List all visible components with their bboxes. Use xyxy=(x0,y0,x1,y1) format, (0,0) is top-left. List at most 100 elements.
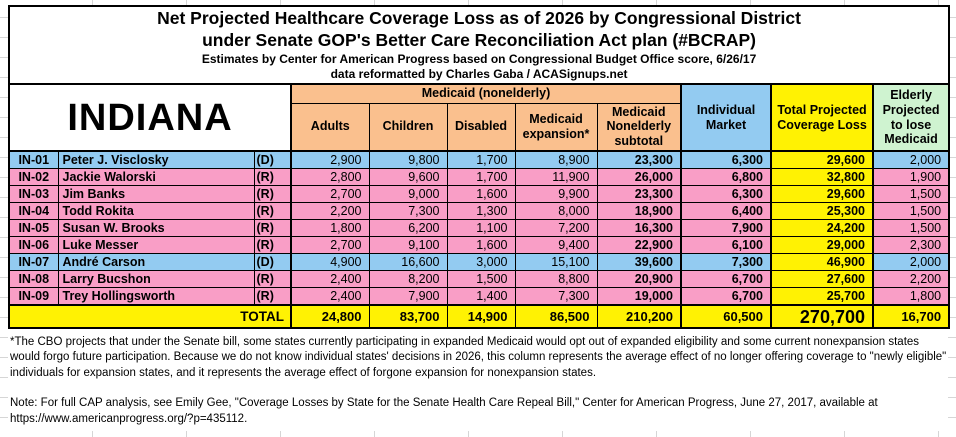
total-disabled-cell: 14,900 xyxy=(446,304,516,329)
title-row: Net Projected Healthcare Coverage Loss a… xyxy=(7,5,951,85)
subtotal-cell: 20,900 xyxy=(596,270,682,288)
adults-cell: 2,400 xyxy=(290,287,370,306)
disabled-cell: 3,000 xyxy=(446,253,516,271)
children-cell: 6,200 xyxy=(368,219,448,237)
individual-market-cell: 6,800 xyxy=(680,168,772,186)
district-rows: IN-01 Peter J. Visclosky (D) 2,900 9,800 1,70… xyxy=(8,150,950,329)
individual-market-header: Individual Market xyxy=(680,83,772,152)
adults-cell: 2,700 xyxy=(290,236,370,254)
party-cell: (R) xyxy=(253,202,292,220)
header-group-row: INDIANA Medicaid (nonelderly) Individual… xyxy=(8,83,950,152)
elderly-cell: 2,200 xyxy=(871,270,950,288)
name-cell: Jim Banks xyxy=(57,185,255,203)
title-block: Net Projected Healthcare Coverage Loss a… xyxy=(7,5,951,85)
individual-market-cell: 7,900 xyxy=(680,219,772,237)
total-loss-cell: 27,600 xyxy=(770,270,874,288)
adults-cell: 2,800 xyxy=(290,168,370,186)
total-loss-cell: 29,600 xyxy=(770,150,874,169)
party-cell: (R) xyxy=(253,185,292,203)
disabled-cell: 1,600 xyxy=(446,236,516,254)
subtotal-cell: 23,300 xyxy=(596,150,682,169)
district-cell: IN-02 xyxy=(8,168,59,186)
adults-cell: 2,200 xyxy=(290,202,370,220)
children-cell: 8,200 xyxy=(368,270,448,288)
adults-cell: 1,800 xyxy=(290,219,370,237)
expansion-cell: 9,400 xyxy=(514,236,598,254)
party-cell: (R) xyxy=(253,168,292,186)
header-sub-row: Adults Children Disabled Medicaid expans… xyxy=(9,102,949,152)
subtitle-line-1: Estimates by Center for American Progres… xyxy=(201,51,757,66)
sheet-area: Net Projected Healthcare Coverage Loss a… xyxy=(7,5,951,431)
total-loss-cell: 24,200 xyxy=(770,219,874,237)
expansion-header: Medicaid expansion* xyxy=(514,102,598,152)
total-loss-cell: 32,800 xyxy=(770,168,874,186)
elderly-cell: 1,800 xyxy=(871,287,950,306)
subtotal-header: Medicaid Nonelderly subtotal xyxy=(596,102,682,152)
total-loss-cell: 46,900 xyxy=(770,253,874,271)
total-loss-cell: 25,700 xyxy=(770,287,874,306)
disabled-cell: 1,600 xyxy=(446,185,516,203)
total-total-loss-cell: 270,700 xyxy=(770,304,874,329)
expansion-cell: 15,100 xyxy=(514,253,598,271)
adults-cell: 2,700 xyxy=(290,185,370,203)
party-cell: (R) xyxy=(253,287,292,306)
table-row: IN-09 Trey Hollingsworth (R) 2,400 7,900 1,40… xyxy=(8,287,950,306)
name-cell: André Carson xyxy=(57,253,255,271)
children-cell: 7,900 xyxy=(368,287,448,306)
elderly-cell: 1,900 xyxy=(871,168,950,186)
elderly-header: Elderly Projected to lose Medicaid xyxy=(871,83,950,152)
name-cell: Trey Hollingsworth xyxy=(57,287,255,306)
total-loss-cell: 25,300 xyxy=(770,202,874,220)
total-label: TOTAL xyxy=(8,304,292,329)
children-header: Children xyxy=(368,102,448,152)
children-cell: 7,300 xyxy=(368,202,448,220)
name-cell: Luke Messer xyxy=(57,236,255,254)
name-cell: Susan W. Brooks xyxy=(57,219,255,237)
table-row: IN-08 Larry Bucshon (R) 2,400 8,200 1,500 8,80… xyxy=(8,270,950,288)
subtotal-cell: 16,300 xyxy=(596,219,682,237)
total-loss-cell: 29,000 xyxy=(770,236,874,254)
expansion-cell: 9,900 xyxy=(514,185,598,203)
adults-cell: 4,900 xyxy=(290,253,370,271)
individual-market-cell: 6,700 xyxy=(680,287,772,306)
title-line-1: Net Projected Healthcare Coverage Loss a… xyxy=(157,8,801,29)
total-children-cell: 83,700 xyxy=(368,304,448,329)
disabled-cell: 1,700 xyxy=(446,150,516,169)
district-cell: IN-08 xyxy=(8,270,59,288)
district-cell: IN-09 xyxy=(8,287,59,306)
individual-market-cell: 6,700 xyxy=(680,270,772,288)
disabled-cell: 1,300 xyxy=(446,202,516,220)
name-cell: Larry Bucshon xyxy=(57,270,255,288)
expansion-cell: 11,900 xyxy=(514,168,598,186)
adults-header: Adults xyxy=(290,102,370,152)
total-loss-cell: 29,600 xyxy=(770,185,874,203)
expansion-cell: 8,900 xyxy=(514,150,598,169)
adults-cell: 2,400 xyxy=(290,270,370,288)
party-cell: (D) xyxy=(253,150,292,169)
individual-market-cell: 6,300 xyxy=(680,185,772,203)
party-cell: (R) xyxy=(253,236,292,254)
children-cell: 9,600 xyxy=(368,168,448,186)
party-cell: (R) xyxy=(253,270,292,288)
name-cell: Todd Rokita xyxy=(57,202,255,220)
children-cell: 9,000 xyxy=(368,185,448,203)
district-cell: IN-01 xyxy=(8,150,59,169)
elderly-cell: 1,500 xyxy=(871,219,950,237)
expansion-cell: 7,200 xyxy=(514,219,598,237)
title-line-2: under Senate GOP's Better Care Reconcili… xyxy=(202,30,756,51)
disabled-cell: 1,400 xyxy=(446,287,516,306)
expansion-cell: 8,000 xyxy=(514,202,598,220)
medicaid-group-header: Medicaid (nonelderly) xyxy=(290,83,682,104)
children-cell: 9,800 xyxy=(368,150,448,169)
district-cell: IN-03 xyxy=(8,185,59,203)
district-cell: IN-07 xyxy=(8,253,59,271)
elderly-cell: 2,000 xyxy=(871,150,950,169)
name-cell: Peter J. Visclosky xyxy=(57,150,255,169)
subtotal-cell: 22,900 xyxy=(596,236,682,254)
subtotal-cell: 23,300 xyxy=(596,185,682,203)
party-cell: (R) xyxy=(253,219,292,237)
subtotal-cell: 26,000 xyxy=(596,168,682,186)
table-row: IN-02 Jackie Walorski (R) 2,800 9,600 1,700 11… xyxy=(8,168,950,186)
table-row: IN-03 Jim Banks (R) 2,700 9,000 1,600 9,900 23,… xyxy=(8,185,950,203)
table-row: IN-04 Todd Rokita (R) 2,200 7,300 1,300 8,000 1… xyxy=(8,202,950,220)
